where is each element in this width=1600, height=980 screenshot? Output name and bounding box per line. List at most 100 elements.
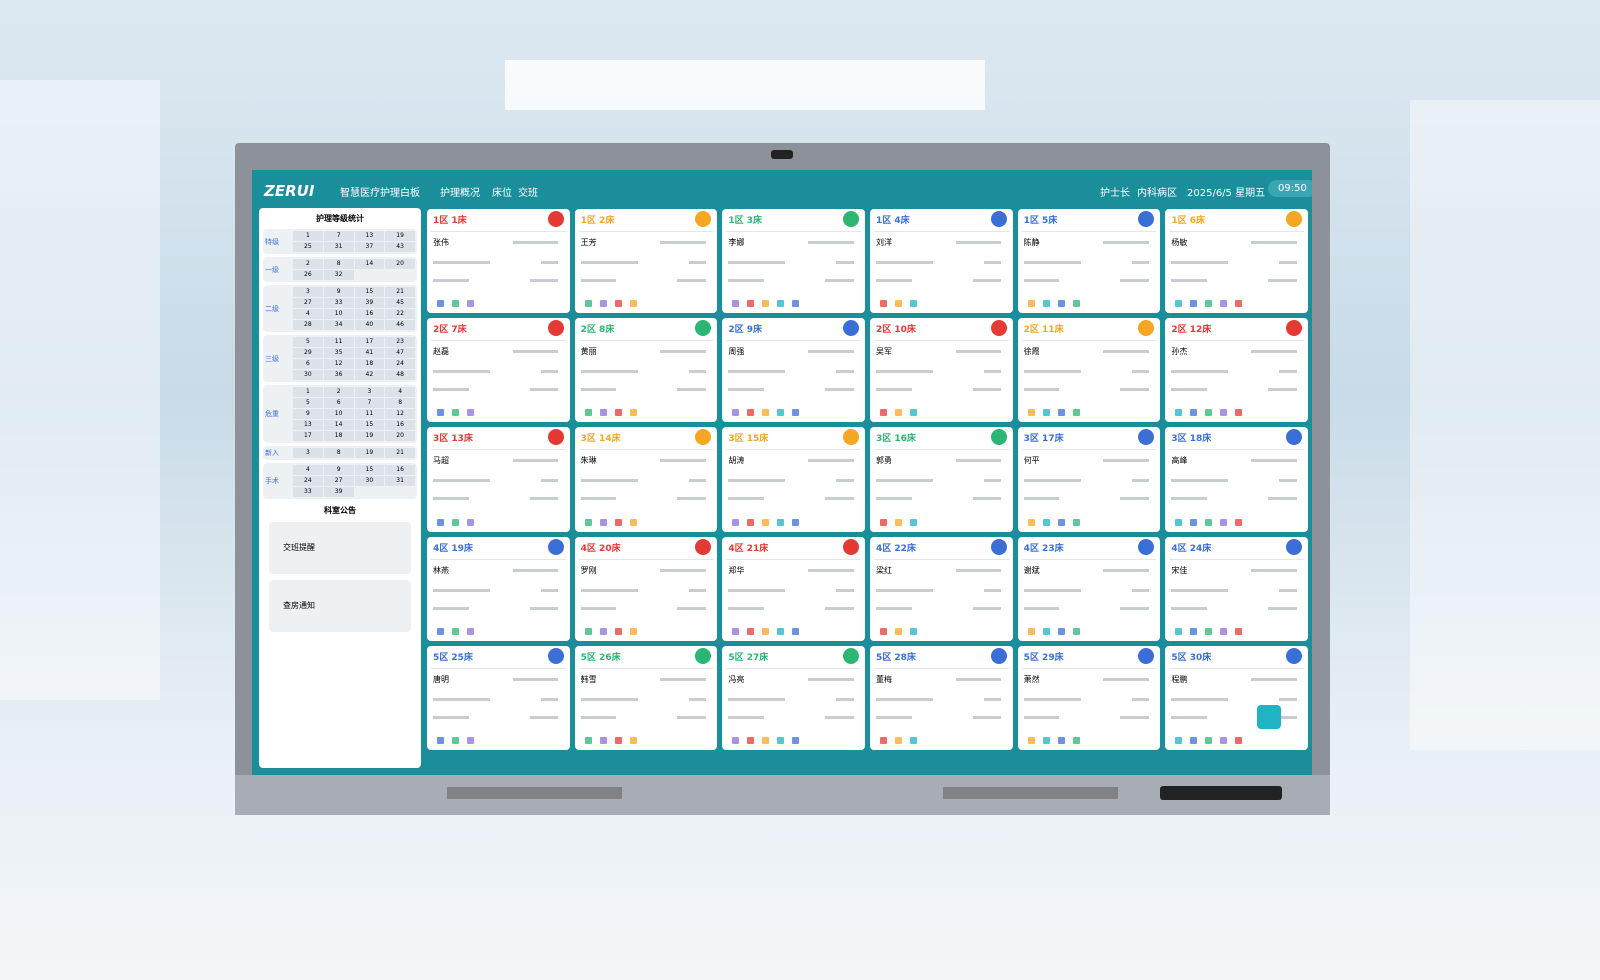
- care-icon: [1027, 409, 1035, 417]
- care-icon: [1235, 409, 1243, 417]
- nav-item[interactable]: 交班: [518, 188, 538, 199]
- info-line: [1250, 568, 1297, 572]
- nav-item[interactable]: 床位: [492, 188, 512, 199]
- bed-number: 8: [385, 398, 415, 408]
- bed-card[interactable]: 5区 28床 董梅: [870, 645, 1013, 750]
- bed-number: 31: [323, 242, 354, 252]
- care-icon: [437, 627, 444, 635]
- info-line: [1103, 350, 1149, 354]
- bed-number: 20: [385, 259, 415, 269]
- bed-card[interactable]: 2区 11床 徐霞: [1017, 318, 1161, 423]
- bed-card[interactable]: 1区 1床 张伟: [427, 209, 570, 314]
- info-line: [660, 350, 706, 354]
- info-line: [580, 479, 638, 483]
- bed-card[interactable]: 2区 8床 黄丽: [574, 318, 718, 423]
- bed-card[interactable]: 2区 12床 孙杰: [1165, 318, 1308, 423]
- bed-number: 48: [385, 370, 415, 380]
- bed-label: 3区 17床: [1023, 434, 1064, 445]
- bed-number: 32: [323, 270, 354, 280]
- bed-card[interactable]: 3区 14床 朱琳: [574, 427, 718, 532]
- bed-number: 11: [354, 409, 385, 419]
- bezel: [235, 775, 1330, 815]
- bed-card[interactable]: 4区 21床 郑华: [722, 536, 865, 641]
- bed-card[interactable]: 3区 17床 何平: [1017, 427, 1161, 532]
- bed-numbers: 5 11 17 23 29 35 41 47 6 12 18 24 30 36 42 48: [293, 337, 415, 380]
- divider: [578, 340, 714, 342]
- care-icon: [880, 409, 887, 417]
- bed-numbers: 3 9 15 21 27 33 39 45 4 10 16 22 28 34 40 46: [293, 287, 415, 330]
- status-icon: [695, 647, 712, 664]
- bed-label: 5区 29床: [1023, 652, 1064, 663]
- bed-number: 39: [323, 487, 354, 497]
- bed-card[interactable]: 3区 18床 高峰: [1165, 427, 1308, 532]
- care-icon: [1057, 736, 1065, 744]
- info-line: [529, 279, 559, 282]
- bed-card[interactable]: 1区 6床 杨敏: [1165, 209, 1308, 314]
- bed-card[interactable]: 1区 5床 陈静: [1017, 209, 1161, 314]
- info-line: [1171, 388, 1207, 392]
- info-line: [1023, 279, 1060, 282]
- info-line: [433, 388, 469, 392]
- nav-item[interactable]: 护理概况: [440, 188, 480, 199]
- bed-card[interactable]: 3区 16床 郭勇: [870, 427, 1013, 532]
- bed-card[interactable]: 2区 9床 周强: [722, 318, 865, 423]
- bed-card[interactable]: 4区 19床 林燕: [427, 536, 570, 641]
- bed-card[interactable]: 2区 10床 吴军: [870, 318, 1013, 423]
- care-icon: [895, 300, 902, 308]
- care-icon: [452, 300, 459, 308]
- notice[interactable]: 交班提醒: [269, 522, 411, 574]
- home-button[interactable]: [1257, 705, 1281, 729]
- status-icon: [1138, 320, 1155, 337]
- divider: [1021, 667, 1157, 669]
- notice[interactable]: 查房通知: [269, 580, 411, 632]
- care-icon: [614, 627, 622, 635]
- bed-card[interactable]: 3区 13床 马超: [427, 427, 570, 532]
- bed-number: 41: [354, 348, 385, 358]
- bed-card[interactable]: 2区 7床 赵磊: [427, 318, 570, 423]
- bed-card[interactable]: 4区 20床 罗刚: [574, 536, 718, 641]
- divider: [431, 340, 566, 342]
- bed-card[interactable]: 1区 3床 李娜: [722, 209, 865, 314]
- patient-name: 梁红: [876, 565, 892, 575]
- bed-number: 2: [293, 259, 323, 269]
- info-line: [1131, 370, 1149, 374]
- bed-card[interactable]: 5区 27床 冯亮: [722, 645, 865, 750]
- bed-card[interactable]: 5区 30床 程鹏: [1165, 645, 1308, 750]
- info-line: [1023, 715, 1060, 719]
- bed-card[interactable]: 1区 2床 王芳: [574, 209, 718, 314]
- bed-card[interactable]: 5区 25床 唐明: [427, 645, 570, 750]
- user[interactable]: 护士长: [1100, 188, 1130, 199]
- bed-card[interactable]: 5区 29床 萧然: [1017, 645, 1161, 750]
- patient-name: 张伟: [433, 238, 449, 247]
- patient-name: 唐明: [433, 674, 449, 684]
- ports: [1160, 786, 1282, 800]
- divider: [1021, 449, 1157, 451]
- status-icon: [695, 211, 712, 227]
- care-icon: [1057, 518, 1065, 526]
- info-line: [1120, 497, 1149, 501]
- info-line: [1023, 588, 1081, 592]
- divider: [431, 231, 566, 232]
- level-group: 新入 3 8 19 21: [263, 446, 417, 460]
- bed-number: 45: [385, 298, 415, 308]
- info-line: [1250, 241, 1297, 244]
- care-icon: [895, 409, 902, 417]
- patient-name: 黄丽: [580, 347, 597, 357]
- care-icon: [1220, 627, 1228, 635]
- bed-card[interactable]: 1区 4床 刘洋: [870, 209, 1013, 314]
- bed-number: 14: [354, 259, 385, 269]
- bed-card[interactable]: 5区 26床 韩雪: [574, 645, 718, 750]
- bed-card[interactable]: 4区 23床 谢斌: [1017, 536, 1161, 641]
- patient-name: 孙杰: [1171, 347, 1188, 357]
- bed-number: 5: [293, 398, 323, 408]
- logo: ZERUI: [264, 182, 315, 200]
- info-line: [836, 588, 854, 592]
- care-icon: [792, 409, 800, 417]
- status-icon: [695, 538, 712, 555]
- bed-numbers: 1 2 3 4 5 6 7 8 9 10 11 12 13 14 15 16 17 18 19 20: [293, 387, 415, 441]
- bed-card[interactable]: 4区 22床 梁红: [870, 536, 1013, 641]
- bed-card[interactable]: 4区 24床 宋佳: [1165, 536, 1308, 641]
- care-icon: [437, 518, 444, 526]
- info-line: [1171, 588, 1229, 592]
- bed-card[interactable]: 3区 15床 胡涛: [722, 427, 865, 532]
